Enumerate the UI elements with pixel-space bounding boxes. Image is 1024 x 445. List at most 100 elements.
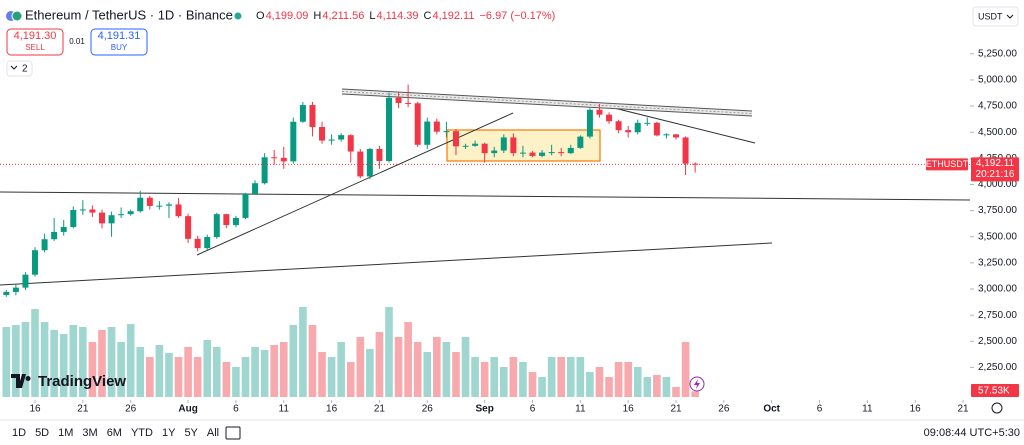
ohlc-key: O <box>256 10 265 22</box>
timeframe-button[interactable]: 5Y <box>184 427 198 439</box>
timeframe-button[interactable]: 3M <box>82 427 97 439</box>
volume-bar <box>643 377 652 397</box>
y-tick-label: 3,750.00 <box>978 205 1017 216</box>
candle-body <box>692 163 699 165</box>
volume-bar <box>193 357 202 397</box>
timeframe-button[interactable]: All <box>207 427 219 439</box>
volume-bar <box>146 357 154 397</box>
volume-bar <box>681 342 690 397</box>
volume-bar <box>165 353 173 397</box>
spread: 0.01 <box>69 37 85 46</box>
candle-body <box>175 204 182 217</box>
y-tick-label: 2,250.00 <box>978 362 1017 373</box>
volume-bar <box>691 391 699 397</box>
date-range-icon[interactable] <box>225 426 241 440</box>
volume-bar <box>490 357 499 397</box>
candle-body <box>156 205 163 207</box>
buy-price[interactable]: 4,191.31 <box>98 30 141 42</box>
candle-body <box>615 121 622 131</box>
volume-bar <box>452 352 460 397</box>
volume-tag <box>971 384 1019 397</box>
buy-label[interactable]: BUY <box>111 43 128 52</box>
currency[interactable]: USDT <box>978 11 1003 21</box>
x-tick-label: 21 <box>670 404 682 415</box>
brand-logo <box>11 374 31 388</box>
indicators-toggle[interactable] <box>6 60 33 77</box>
candle-body <box>146 197 153 206</box>
candle-body <box>108 215 115 224</box>
channel-line <box>341 88 753 112</box>
x-tick-label: 21 <box>957 404 969 415</box>
sell-label[interactable]: SELL <box>25 43 45 52</box>
candle-body <box>653 122 660 136</box>
x-tick-label: 21 <box>77 404 89 415</box>
volume-bar <box>528 372 537 397</box>
y-tick-label: 2,750.00 <box>978 310 1017 321</box>
trend-line <box>0 191 971 201</box>
candle-body <box>165 204 172 206</box>
candle-body <box>539 152 546 156</box>
volume-bar <box>576 357 585 397</box>
volume-bar <box>212 347 221 397</box>
timeframe-button[interactable]: 1D <box>12 427 26 439</box>
timeframe-button[interactable]: 1M <box>58 427 73 439</box>
candle-body <box>625 130 632 133</box>
sell-price[interactable]: 4,191.30 <box>14 30 57 42</box>
candle-body <box>89 209 96 213</box>
volume-bar <box>366 349 374 397</box>
buy-button[interactable] <box>90 28 148 56</box>
candle-body <box>185 216 192 239</box>
candle-body <box>70 209 77 228</box>
y-tick-label: 3,000.00 <box>978 284 1017 295</box>
candle-body <box>271 157 278 159</box>
candle-body <box>127 211 134 215</box>
candle-body <box>682 137 689 164</box>
ohlc-key: C <box>424 10 432 22</box>
candle-body <box>529 152 536 156</box>
volume-bar <box>394 337 403 397</box>
volume-bar <box>404 322 412 397</box>
volume-bar <box>461 337 470 397</box>
volume-bar <box>413 342 422 397</box>
volume-bar <box>40 322 49 397</box>
volume-bar <box>260 350 269 397</box>
candle-body <box>586 109 593 137</box>
volume-bar <box>318 352 326 397</box>
volume-bar <box>557 357 566 397</box>
timeframes: 1D 5D 1M 3M 6M YTD 1Y 5Y All <box>12 427 219 439</box>
volume-bar <box>174 357 183 397</box>
volume-bar <box>155 345 164 397</box>
x-tick-label: 16 <box>29 404 41 415</box>
timeframe-button[interactable]: 1Y <box>162 427 176 439</box>
candle-body <box>395 97 402 103</box>
candle-body <box>414 103 421 145</box>
y-tick-label: 2,500.00 <box>978 336 1017 347</box>
candle-body <box>347 135 354 152</box>
currency-select[interactable] <box>972 6 1019 27</box>
ohlc-value: 4,211.56 <box>322 10 364 22</box>
candle-body <box>558 152 565 154</box>
timeframe-button[interactable]: 6M <box>107 427 122 439</box>
timeframe-button[interactable]: 5D <box>35 427 49 439</box>
candle-body <box>577 136 584 148</box>
candles <box>0 84 970 297</box>
candle-body <box>606 114 613 122</box>
x-tick-label: 21 <box>374 404 386 415</box>
indicators-count[interactable]: 2 <box>22 64 28 75</box>
x-tick-label: Aug <box>178 404 197 415</box>
candle-body <box>481 143 488 154</box>
volume-bar <box>423 352 432 397</box>
candle-body <box>309 105 316 127</box>
candle-body <box>32 250 39 275</box>
sell-button[interactable] <box>6 28 64 56</box>
candle-body <box>328 139 335 141</box>
volume-bar <box>2 327 11 397</box>
volume-bar <box>653 375 661 397</box>
timeframe-button[interactable]: YTD <box>131 427 153 439</box>
volume-bar <box>662 377 671 397</box>
settings-icon[interactable] <box>991 402 1003 414</box>
volume-bar <box>480 362 489 397</box>
x-axis: 16 21 26 Aug 6 11 16 21 26 Sep 6 11 16 21 26 Oct 6 11 16 21 <box>29 400 969 415</box>
